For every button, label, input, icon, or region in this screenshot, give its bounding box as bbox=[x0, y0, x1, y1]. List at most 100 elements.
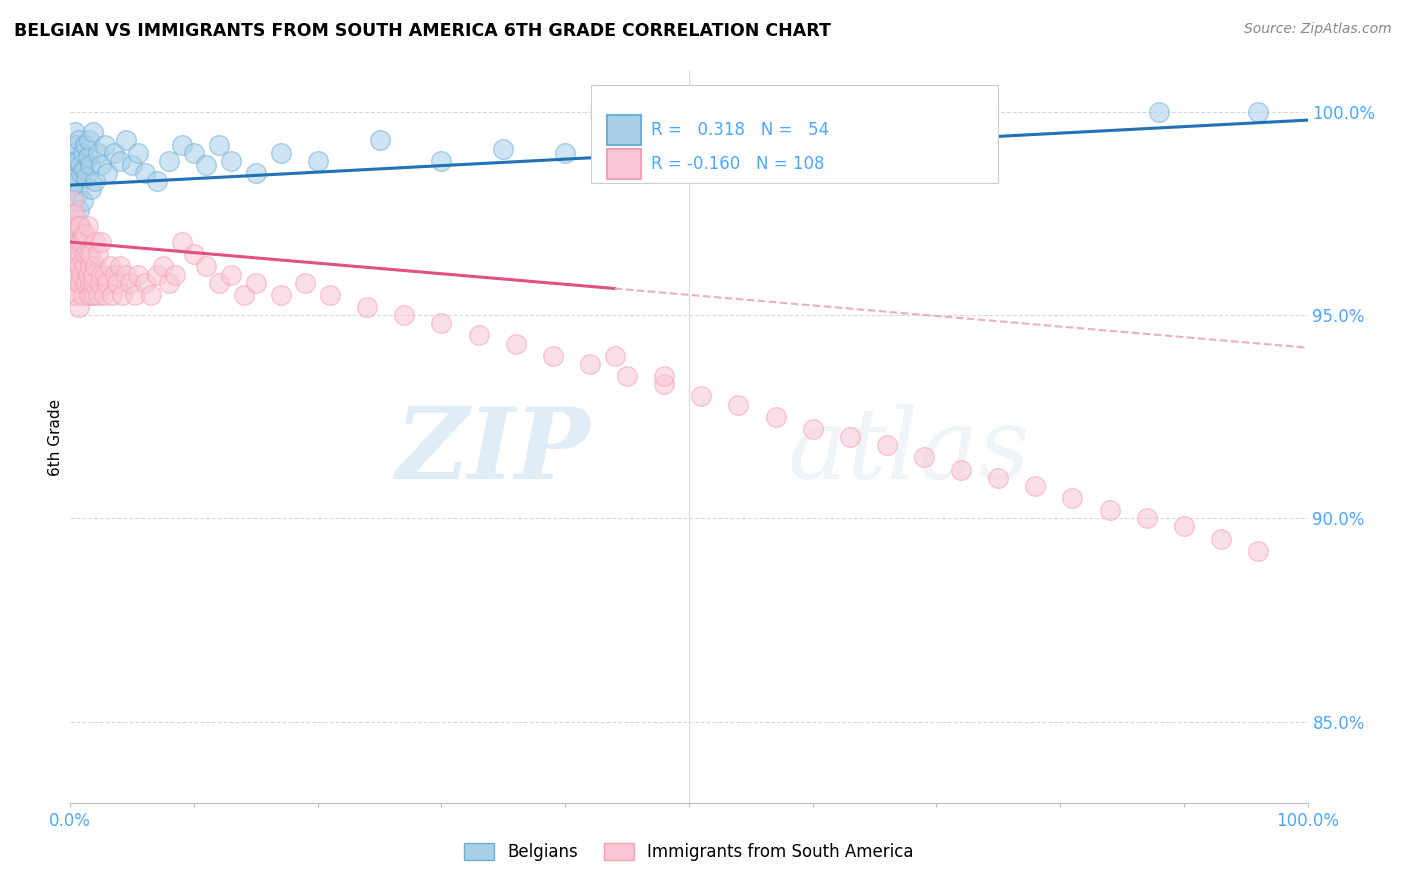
Point bbox=[84, 235, 107, 249]
Point bbox=[67, 235, 90, 249]
Point bbox=[90, 268, 112, 282]
Point bbox=[66, 276, 89, 290]
Point bbox=[67, 260, 90, 274]
Point bbox=[183, 247, 205, 261]
Point bbox=[108, 260, 131, 274]
Point bbox=[73, 161, 96, 176]
Point bbox=[294, 276, 316, 290]
Point bbox=[270, 145, 292, 160]
Point bbox=[208, 276, 231, 290]
Point bbox=[616, 369, 638, 384]
Point bbox=[66, 243, 89, 257]
Point bbox=[75, 169, 97, 184]
Point bbox=[82, 125, 104, 139]
Point bbox=[690, 389, 713, 403]
Point bbox=[356, 300, 378, 314]
Point bbox=[219, 268, 242, 282]
Point bbox=[90, 158, 112, 172]
Point bbox=[89, 276, 111, 290]
Point bbox=[157, 153, 180, 168]
Point bbox=[76, 150, 98, 164]
Y-axis label: 6th Grade: 6th Grade bbox=[48, 399, 63, 475]
Point bbox=[84, 174, 107, 188]
Point bbox=[104, 268, 127, 282]
Point bbox=[77, 133, 100, 147]
Point bbox=[63, 166, 86, 180]
Point bbox=[65, 153, 87, 168]
Point bbox=[430, 316, 453, 330]
Point bbox=[1147, 105, 1170, 120]
Point bbox=[66, 219, 89, 233]
Point bbox=[60, 235, 83, 249]
Point bbox=[80, 288, 103, 302]
Point bbox=[60, 194, 83, 209]
Point bbox=[77, 288, 100, 302]
Point bbox=[72, 227, 94, 241]
Point bbox=[86, 145, 108, 160]
Point bbox=[63, 219, 86, 233]
Point bbox=[65, 206, 87, 220]
Point bbox=[467, 328, 489, 343]
Point bbox=[616, 137, 638, 152]
Point bbox=[75, 137, 97, 152]
Point bbox=[73, 276, 96, 290]
Point bbox=[394, 308, 416, 322]
Point bbox=[96, 276, 118, 290]
Point bbox=[987, 471, 1010, 485]
Point bbox=[1024, 479, 1046, 493]
Point bbox=[170, 235, 193, 249]
Point bbox=[93, 288, 115, 302]
Point bbox=[1247, 544, 1270, 558]
Point bbox=[183, 145, 205, 160]
Point bbox=[541, 349, 564, 363]
Point bbox=[319, 288, 342, 302]
Point bbox=[72, 194, 94, 209]
Point bbox=[79, 260, 101, 274]
Point bbox=[103, 145, 125, 160]
Point bbox=[72, 255, 94, 269]
Point bbox=[67, 300, 90, 314]
Point bbox=[72, 145, 94, 160]
Point bbox=[80, 182, 103, 196]
Point bbox=[111, 288, 134, 302]
Point bbox=[838, 430, 860, 444]
Point bbox=[124, 288, 146, 302]
Legend: Belgians, Immigrants from South America: Belgians, Immigrants from South America bbox=[458, 836, 920, 868]
Point bbox=[368, 133, 391, 147]
Point bbox=[801, 422, 824, 436]
Point bbox=[603, 349, 626, 363]
Point bbox=[245, 276, 267, 290]
Point bbox=[208, 137, 231, 152]
Point bbox=[73, 247, 96, 261]
Point bbox=[101, 288, 124, 302]
Point bbox=[134, 166, 156, 180]
Point bbox=[65, 125, 87, 139]
Point bbox=[65, 288, 87, 302]
Point bbox=[62, 227, 84, 241]
Point bbox=[98, 260, 121, 274]
Point bbox=[950, 462, 973, 476]
Point bbox=[652, 369, 675, 384]
Point bbox=[876, 438, 898, 452]
Point bbox=[67, 133, 90, 147]
Point bbox=[912, 450, 935, 465]
Point bbox=[1173, 519, 1195, 533]
Point bbox=[307, 153, 329, 168]
Point bbox=[94, 137, 117, 152]
Point bbox=[69, 247, 91, 261]
Point bbox=[76, 219, 98, 233]
Point bbox=[96, 166, 118, 180]
Point bbox=[232, 288, 254, 302]
Point bbox=[1136, 511, 1159, 525]
Point bbox=[115, 133, 138, 147]
Text: BELGIAN VS IMMIGRANTS FROM SOUTH AMERICA 6TH GRADE CORRELATION CHART: BELGIAN VS IMMIGRANTS FROM SOUTH AMERICA… bbox=[14, 22, 831, 40]
Point bbox=[66, 186, 89, 201]
Point bbox=[118, 276, 141, 290]
Point bbox=[63, 288, 86, 302]
Point bbox=[105, 276, 128, 290]
Point bbox=[69, 219, 91, 233]
Point bbox=[134, 276, 156, 290]
Point bbox=[82, 276, 104, 290]
Point bbox=[69, 219, 91, 233]
Point bbox=[76, 268, 98, 282]
